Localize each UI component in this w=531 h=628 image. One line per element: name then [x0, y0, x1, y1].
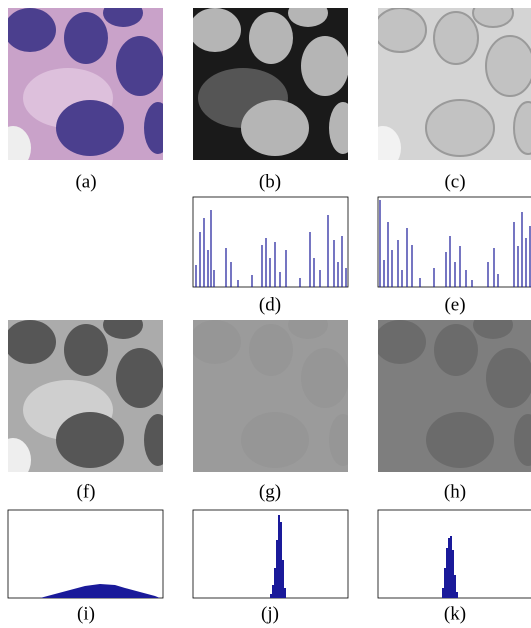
image-a: [8, 8, 163, 160]
histogram-d: [192, 196, 349, 288]
caption: (i): [77, 603, 95, 624]
image-b: [193, 8, 348, 160]
histogram-k: [377, 509, 531, 599]
caption: (b): [259, 171, 281, 192]
caption: (e): [444, 294, 465, 315]
caption: (k): [444, 603, 466, 624]
caption: (j): [261, 603, 279, 624]
image-c: [378, 8, 531, 160]
histogram-j: [192, 509, 349, 599]
caption: (a): [75, 171, 96, 192]
caption: (c): [444, 171, 465, 192]
histogram-i: [7, 509, 164, 599]
image-g: [193, 320, 348, 472]
image-h: [378, 320, 531, 472]
caption: (g): [259, 481, 281, 502]
histogram-e: [377, 196, 531, 288]
caption: (f): [77, 481, 96, 502]
image-f: [8, 320, 163, 472]
caption: (d): [259, 294, 281, 315]
caption: (h): [444, 481, 466, 502]
